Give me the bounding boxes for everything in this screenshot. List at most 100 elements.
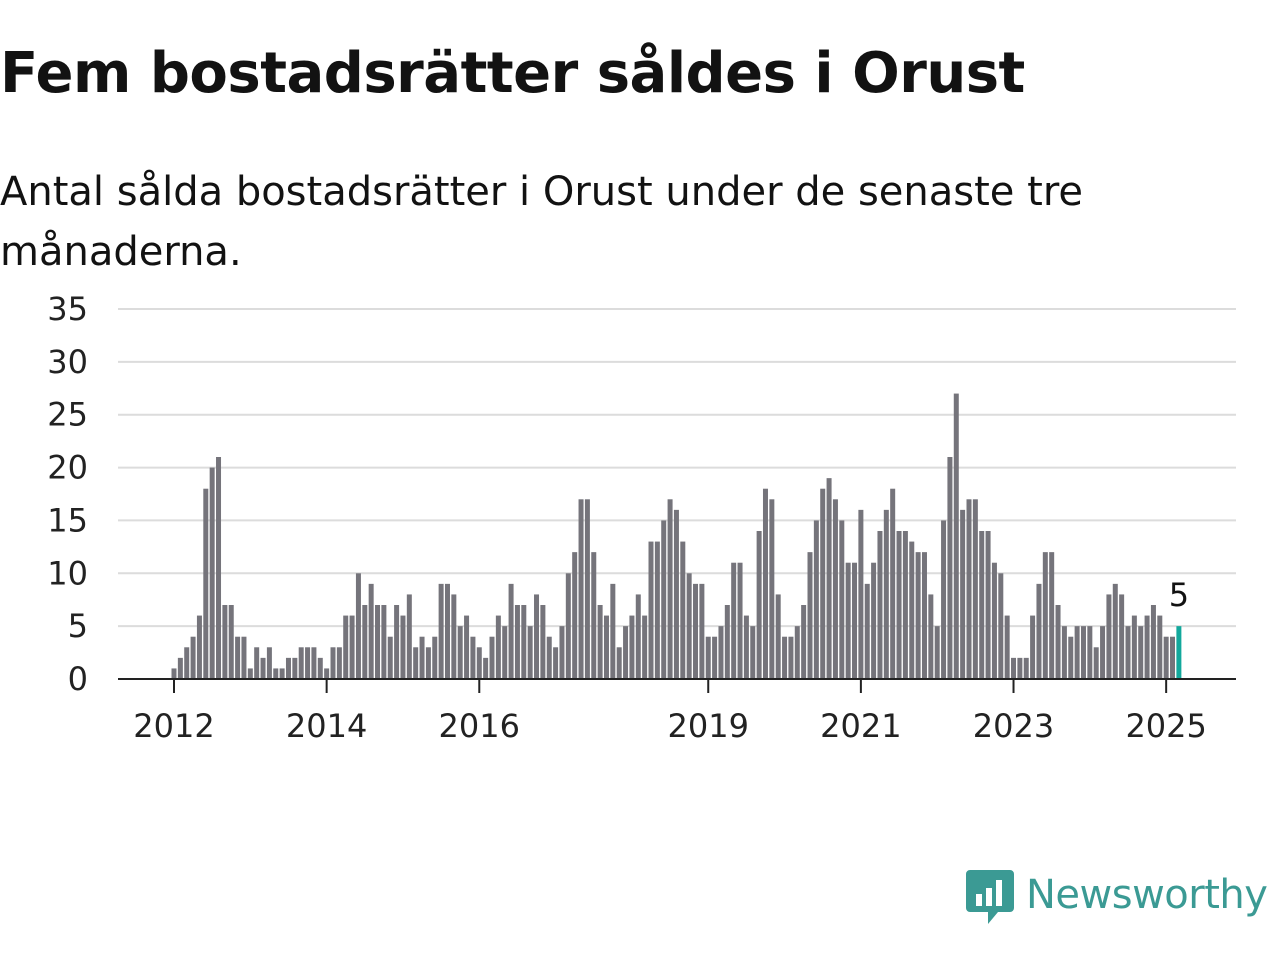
bar	[699, 583, 705, 679]
bar	[1157, 615, 1163, 679]
bar	[235, 636, 241, 679]
bar	[559, 626, 565, 679]
bar	[896, 531, 902, 679]
bar	[177, 657, 183, 679]
data-label: 5	[1169, 576, 1189, 614]
bar	[266, 647, 272, 679]
bar	[864, 583, 870, 679]
bar	[247, 668, 253, 679]
bar	[216, 457, 222, 679]
bar	[483, 657, 489, 679]
bar	[921, 552, 927, 679]
bar	[852, 562, 858, 679]
bar	[871, 562, 877, 679]
bar	[947, 457, 953, 679]
bar	[769, 499, 775, 679]
bar	[1144, 615, 1150, 679]
bar	[317, 657, 323, 679]
bar	[1036, 583, 1042, 679]
bar	[1004, 615, 1010, 679]
bar	[311, 647, 317, 679]
bar	[673, 509, 679, 679]
bar	[584, 499, 590, 679]
bar	[362, 605, 368, 679]
bar	[743, 615, 749, 679]
bar	[890, 488, 896, 679]
bar	[883, 509, 889, 679]
bar	[966, 499, 972, 679]
bar	[527, 626, 533, 679]
y-tick-label: 15	[47, 501, 88, 539]
bar	[425, 647, 431, 679]
bar	[368, 583, 374, 679]
bar	[788, 636, 794, 679]
bar	[616, 647, 622, 679]
bar	[546, 636, 552, 679]
bar	[1074, 626, 1080, 679]
bar	[972, 499, 978, 679]
bar	[355, 573, 361, 679]
y-tick-label: 10	[47, 554, 88, 592]
bar	[991, 562, 997, 679]
bar	[209, 467, 215, 679]
bar	[928, 594, 934, 679]
bar	[909, 541, 915, 679]
x-tick-label: 2016	[439, 707, 520, 745]
bar	[298, 647, 304, 679]
bar	[756, 531, 762, 679]
bar	[343, 615, 349, 679]
bar	[514, 605, 520, 679]
bar	[534, 594, 540, 679]
bar	[775, 594, 781, 679]
brand-logo: Newsworthy	[964, 860, 1268, 930]
bar	[228, 605, 234, 679]
bar	[629, 615, 635, 679]
bar	[565, 573, 571, 679]
bar	[597, 605, 603, 679]
x-tick-label: 2019	[668, 707, 749, 745]
bar	[521, 605, 527, 679]
bar	[184, 647, 190, 679]
bar	[285, 657, 291, 679]
bar	[381, 605, 387, 679]
y-axis-ticks: 0 5 10 15 20 25 30 35	[47, 290, 88, 698]
bar	[387, 636, 393, 679]
bar	[661, 520, 667, 679]
y-tick-label: 20	[47, 449, 88, 487]
bar	[1011, 657, 1017, 679]
x-tick-label: 2014	[286, 707, 367, 745]
bar	[941, 520, 947, 679]
bar	[985, 531, 991, 679]
x-tick-label: 2012	[133, 707, 214, 745]
bar	[858, 509, 864, 679]
bar	[953, 393, 959, 679]
bar	[196, 615, 202, 679]
bar	[578, 499, 584, 679]
bar-highlight	[1176, 626, 1182, 679]
bar	[502, 626, 508, 679]
bar	[540, 605, 546, 679]
bar	[1125, 626, 1131, 679]
bar	[1042, 552, 1048, 679]
bar	[839, 520, 845, 679]
bar	[432, 636, 438, 679]
bar	[1170, 636, 1176, 679]
bar	[718, 626, 724, 679]
y-tick-label: 25	[47, 396, 88, 434]
bar	[820, 488, 826, 679]
bar	[591, 552, 597, 679]
y-tick-label: 5	[68, 607, 88, 645]
bar	[705, 636, 711, 679]
bar	[190, 636, 196, 679]
bar	[807, 552, 813, 679]
bar	[1163, 636, 1169, 679]
y-tick-label: 30	[47, 343, 88, 381]
bar	[845, 562, 851, 679]
bar	[693, 583, 699, 679]
bar	[464, 615, 470, 679]
bar	[260, 657, 266, 679]
bar	[349, 615, 355, 679]
bar	[712, 636, 718, 679]
bar	[171, 668, 177, 679]
